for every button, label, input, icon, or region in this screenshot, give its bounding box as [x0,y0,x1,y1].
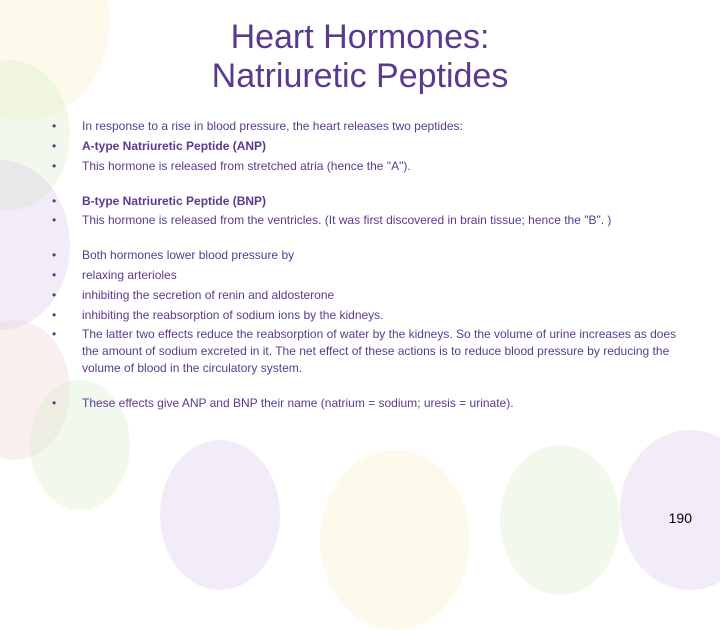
bullet-item: inhibiting the reabsorption of sodium io… [40,307,680,324]
bullet-groups-container: In response to a rise in blood pressure,… [40,118,680,411]
bullet-text: This hormone is released from the ventri… [82,213,611,227]
bullet-group: In response to a rise in blood pressure,… [40,118,680,174]
bullet-text: These effects give ANP and BNP their nam… [82,396,514,410]
bullet-text: This hormone is released from stretched … [82,159,411,173]
bullet-text: A-type Natriuretic Peptide (ANP) [82,139,266,153]
bullet-item: B-type Natriuretic Peptide (BNP) [40,193,680,210]
balloon-yellow [320,450,470,630]
balloon-purple [160,440,280,590]
bullet-item: The latter two effects reduce the reabso… [40,326,680,376]
bullet-text: In response to a rise in blood pressure,… [82,119,463,133]
bullet-item: Both hormones lower blood pressure by [40,247,680,264]
bullet-item: relaxing arterioles [40,267,680,284]
bullet-text: Both hormones lower blood pressure by [82,248,294,262]
bullet-text: B-type Natriuretic Peptide (BNP) [82,194,266,208]
bullet-item: A-type Natriuretic Peptide (ANP) [40,138,680,155]
bullet-text: inhibiting the secretion of renin and al… [82,288,334,302]
balloon-green [500,445,620,595]
bullet-item: These effects give ANP and BNP their nam… [40,395,680,412]
title-line-1: Heart Hormones: [231,18,490,56]
bullet-text: The latter two effects reduce the reabso… [82,327,676,375]
bullet-item: In response to a rise in blood pressure,… [40,118,680,135]
bullet-text: inhibiting the reabsorption of sodium io… [82,308,384,322]
bullet-group: Both hormones lower blood pressure by rel… [40,247,680,377]
title-line-2: Natriuretic Peptides [212,57,509,95]
bullet-item: This hormone is released from the ventri… [40,212,680,229]
slide-title: Heart Hormones: Natriuretic Peptides [40,18,680,96]
slide-content: Heart Hormones: Natriuretic Peptides In … [0,0,720,412]
bullet-group: These effects give ANP and BNP their nam… [40,395,680,412]
bullet-group: B-type Natriuretic Peptide (BNP) This hor… [40,193,680,230]
bullet-text: relaxing arterioles [82,268,177,282]
bullet-item: inhibiting the secretion of renin and al… [40,287,680,304]
bullet-item: This hormone is released from stretched … [40,158,680,175]
page-number: 190 [669,510,692,526]
